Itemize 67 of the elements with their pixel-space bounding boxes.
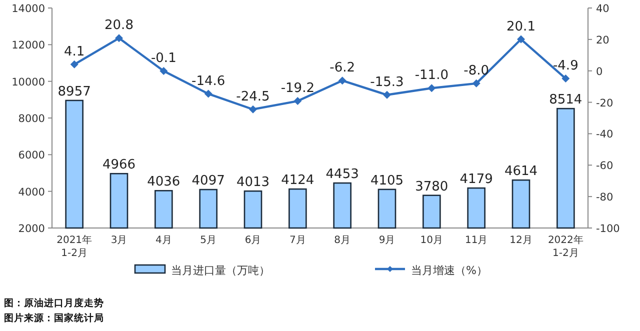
point: [249, 105, 257, 114]
y-tick-label: 2000: [18, 223, 45, 235]
y2-tick-label: 0: [596, 66, 603, 78]
point: [428, 84, 436, 92]
data-label: -0.1: [150, 51, 176, 66]
data-label: -4.9: [552, 58, 578, 74]
y-tick-label: 12000: [12, 40, 45, 52]
x-tick-label: 10月: [420, 235, 444, 246]
data-label: -15.3: [370, 74, 404, 90]
point: [562, 74, 570, 83]
point: [70, 60, 78, 68]
data-label: -24.5: [236, 89, 270, 104]
point: [338, 76, 346, 85]
y-tick-label: 6000: [18, 150, 45, 162]
data-label: 4.1: [64, 44, 85, 60]
point: [383, 90, 391, 99]
y-tick-label: 4000: [18, 186, 45, 198]
point: [115, 34, 123, 42]
y-tick-label: 14000: [12, 3, 45, 15]
point: [472, 79, 480, 88]
data-label: -19.2: [280, 81, 314, 96]
data-label: -8.0: [464, 63, 490, 78]
data-label: 20.8: [104, 18, 134, 34]
data-label: 4013: [236, 175, 270, 190]
x-tick-label: 12月: [510, 235, 532, 246]
data-label: 4179: [460, 172, 493, 188]
y2-tick-label: 20: [596, 34, 610, 46]
legend-label: 当月增速（%）: [411, 264, 488, 277]
data-label: 8957: [58, 84, 91, 100]
point: [294, 97, 302, 106]
data-label: 4097: [192, 174, 225, 189]
y2-tick-label: -40: [596, 128, 614, 141]
data-label: 4036: [147, 174, 180, 190]
x-tick-label: 11月: [464, 235, 488, 246]
x-tick-label: 7月: [289, 235, 306, 246]
data-label: 4124: [281, 173, 314, 188]
y2-tick-label: 40: [596, 3, 610, 15]
y2-tick-label: -20: [596, 97, 614, 110]
x-tick-label: 4月: [155, 235, 172, 246]
x-tick-label: 2022年 1-2月: [548, 234, 584, 259]
x-tick-label: 2021年 1-2月: [56, 234, 92, 259]
data-label: 3780: [415, 179, 448, 194]
data-label: 8514: [549, 92, 582, 108]
x-tick-label: 6月: [244, 235, 262, 246]
data-label: -11.0: [414, 68, 448, 84]
data-label: -14.6: [192, 74, 226, 89]
x-tick-label: 9月: [378, 235, 396, 246]
data-label: 20.1: [506, 19, 536, 34]
legend-label: 当月进口量（万吨）: [171, 264, 270, 277]
text: 图片来源：国家统计局: [4, 312, 104, 324]
data-label: 4105: [370, 173, 404, 188]
text: 图：原油进口月度走势: [4, 297, 104, 309]
x-tick-label: 5月: [200, 235, 217, 246]
data-label: 4614: [504, 164, 538, 180]
y2-tick-label: -60: [596, 160, 614, 172]
point: [160, 67, 168, 76]
y2-tick-label: -100: [596, 223, 620, 235]
point: [204, 90, 212, 98]
data-label: 4966: [102, 158, 136, 173]
data-label: 4453: [326, 167, 359, 182]
x-tick-label: 8月: [334, 235, 351, 246]
y-tick-label: 8000: [18, 113, 45, 125]
y2-tick-label: -80: [596, 192, 614, 204]
y-tick-label: 10000: [12, 76, 45, 88]
x-tick-label: 3月: [110, 235, 128, 246]
point: [517, 35, 525, 44]
data-label: -6.2: [330, 60, 356, 76]
